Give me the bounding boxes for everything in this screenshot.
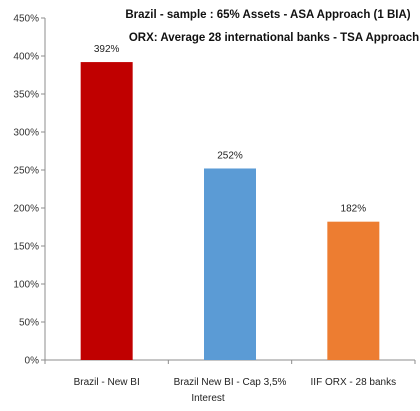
- y-tick-label: 350%: [13, 90, 39, 101]
- title-line-2: ORX: Average 28 international banks - TS…: [129, 32, 419, 44]
- y-tick-label: 450%: [13, 14, 39, 25]
- y-tick-label: 300%: [13, 128, 39, 139]
- x-tick-label: Brazil - New BI: [74, 377, 140, 388]
- bar: [204, 168, 256, 360]
- y-tick-label: 0%: [25, 356, 40, 367]
- x-tick-label: Brazil New BI - Cap 3,5%: [174, 377, 287, 388]
- data-label: 252%: [217, 150, 243, 161]
- y-tick-label: 100%: [13, 280, 39, 291]
- labels: 392% Brazil - New BI 252% Brazil New BI - C…: [74, 44, 397, 404]
- x-tick-sublabel: Interest: [191, 393, 225, 404]
- y-tick-label: 400%: [13, 52, 39, 63]
- y-tick-label: 250%: [13, 166, 39, 177]
- title-line-1: Brazil - sample : 65% Assets - ASA Appro…: [125, 9, 410, 21]
- bars: [80, 62, 380, 360]
- y-tick-label: 50%: [19, 318, 39, 329]
- bar: [327, 221, 380, 360]
- bar: [80, 62, 133, 360]
- data-label: 392%: [94, 44, 120, 55]
- x-tick-label: IIF ORX - 28 banks: [311, 377, 397, 388]
- y-tick-label: 150%: [13, 242, 39, 253]
- data-label: 182%: [341, 204, 367, 215]
- y-tick-label: 200%: [13, 204, 39, 215]
- chart-title: Brazil - sample : 65% Assets - ASA Appro…: [125, 9, 419, 44]
